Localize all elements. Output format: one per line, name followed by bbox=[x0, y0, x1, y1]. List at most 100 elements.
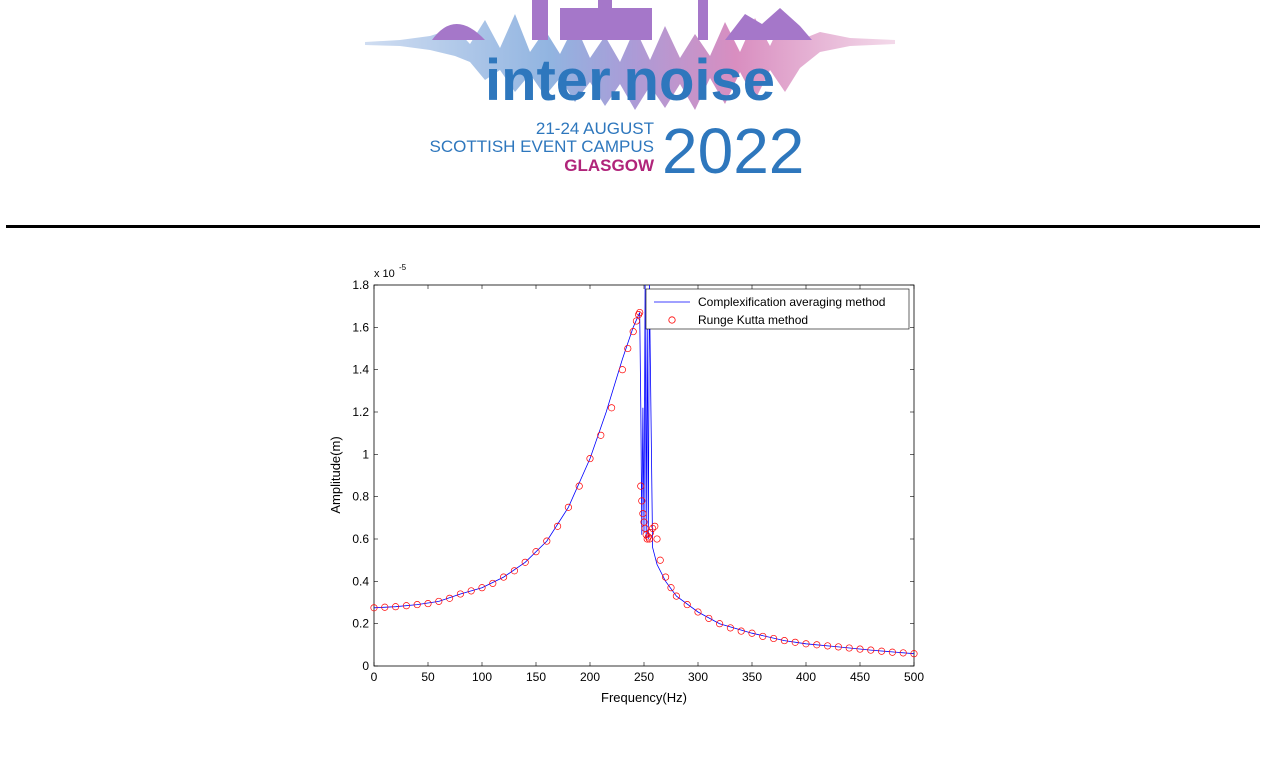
data-point bbox=[402, 602, 410, 610]
amplitude-frequency-chart: 0 50 100 150 200 250 300 350 400 450 500 0 0.2 0.4 0.6… bbox=[328, 263, 924, 705]
data-point bbox=[888, 648, 896, 656]
data-point bbox=[636, 308, 644, 317]
y-tick-label: 1.8 bbox=[352, 278, 369, 292]
data-point bbox=[716, 620, 724, 628]
axis-ticks: 0 50 100 150 200 250 300 350 400 450 500 0 0.2 0.4 0.6… bbox=[352, 278, 924, 684]
logo-year: 2022 bbox=[662, 115, 804, 185]
conference-logo: inter.noise 21-24 AUGUST SCOTTISH EVENT … bbox=[360, 0, 900, 187]
x-axis-label: Frequency(Hz) bbox=[601, 690, 687, 705]
data-point bbox=[649, 524, 657, 532]
data-point bbox=[608, 404, 616, 412]
data-point bbox=[662, 573, 670, 581]
x-tick-label: 200 bbox=[580, 670, 600, 684]
data-point bbox=[456, 590, 464, 598]
y-tick-label: 1.4 bbox=[352, 363, 369, 377]
y-tick-label: 1 bbox=[362, 447, 369, 461]
legend: Complexification averaging method Runge … bbox=[645, 288, 910, 330]
legend-label-runge-kutta: Runge Kutta method bbox=[698, 313, 808, 327]
data-point bbox=[478, 584, 486, 592]
y-tick-label: 1.2 bbox=[352, 405, 369, 419]
data-point bbox=[392, 603, 400, 611]
x-tick-label: 300 bbox=[688, 670, 708, 684]
data-point bbox=[618, 366, 626, 374]
data-point bbox=[624, 344, 632, 353]
data-point bbox=[667, 584, 675, 592]
x-tick-label: 150 bbox=[526, 670, 546, 684]
y-tick-label: 0.2 bbox=[352, 617, 369, 631]
x-tick-label: 450 bbox=[850, 670, 870, 684]
data-point bbox=[521, 558, 529, 566]
data-point bbox=[683, 601, 691, 609]
x-tick-label: 500 bbox=[904, 670, 924, 684]
data-point bbox=[554, 522, 562, 530]
logo-dates: 21-24 AUGUST bbox=[536, 119, 654, 138]
y-exponent-base: x 10 bbox=[374, 268, 395, 280]
data-point bbox=[543, 537, 551, 545]
data-point bbox=[467, 587, 475, 595]
series-complexification bbox=[373, 284, 915, 655]
data-point bbox=[381, 603, 389, 611]
data-point bbox=[802, 640, 810, 648]
data-point bbox=[899, 649, 907, 657]
data-point bbox=[791, 638, 799, 646]
data-point bbox=[726, 624, 734, 632]
data-point bbox=[646, 529, 655, 537]
data-point bbox=[564, 503, 572, 511]
data-point bbox=[532, 548, 540, 556]
legend-marker-swatch bbox=[668, 316, 676, 324]
x-tick-label: 400 bbox=[796, 670, 816, 684]
data-point bbox=[651, 522, 659, 530]
data-point bbox=[770, 634, 778, 643]
data-point bbox=[635, 311, 643, 319]
series-runge-kutta bbox=[370, 308, 918, 658]
data-point bbox=[643, 535, 651, 543]
data-point bbox=[813, 641, 821, 649]
y-exponent-power: -5 bbox=[399, 263, 407, 272]
data-point bbox=[629, 328, 637, 336]
data-point bbox=[867, 646, 875, 654]
data-point bbox=[632, 317, 640, 325]
logo-wordmark: inter.noise bbox=[485, 48, 775, 113]
data-point bbox=[644, 533, 652, 541]
x-tick-label: 50 bbox=[421, 670, 435, 684]
data-point bbox=[834, 643, 842, 651]
data-point bbox=[446, 594, 454, 602]
data-point bbox=[424, 600, 432, 608]
data-point bbox=[638, 497, 646, 505]
data-point bbox=[705, 614, 713, 622]
data-point bbox=[489, 579, 497, 587]
header-divider bbox=[6, 225, 1260, 228]
data-point bbox=[694, 608, 702, 616]
data-point bbox=[672, 592, 680, 600]
data-point bbox=[856, 645, 864, 653]
x-tick-label: 250 bbox=[634, 670, 654, 684]
data-point bbox=[639, 510, 647, 518]
x-tick-label: 100 bbox=[472, 670, 492, 684]
logo-venue: SCOTTISH EVENT CAMPUS bbox=[430, 137, 655, 156]
data-point bbox=[910, 650, 918, 658]
data-point bbox=[500, 573, 508, 581]
data-point bbox=[435, 597, 443, 605]
data-point bbox=[824, 642, 832, 650]
x-tick-label: 0 bbox=[371, 670, 378, 684]
data-point bbox=[597, 431, 605, 439]
data-point bbox=[737, 627, 745, 635]
series-line-path bbox=[373, 284, 915, 655]
y-tick-label: 0.6 bbox=[352, 532, 369, 546]
glasgow-skyline-icon bbox=[432, 0, 812, 40]
y-tick-label: 1.6 bbox=[352, 320, 369, 334]
data-point bbox=[759, 632, 767, 640]
data-point bbox=[656, 556, 664, 564]
y-tick-label: 0.4 bbox=[352, 574, 369, 588]
legend-box bbox=[645, 288, 910, 330]
data-point bbox=[845, 644, 853, 652]
data-point bbox=[878, 647, 886, 655]
data-point bbox=[413, 601, 421, 609]
figure: 0 50 100 150 200 250 300 350 400 450 500 0 0.2 0.4 0.6… bbox=[320, 255, 940, 715]
data-point bbox=[653, 535, 661, 543]
y-tick-label: 0 bbox=[362, 659, 369, 673]
data-point bbox=[510, 567, 518, 575]
y-axis-label: Amplitude(m) bbox=[328, 436, 343, 513]
data-point bbox=[370, 604, 378, 612]
data-point bbox=[575, 482, 583, 490]
